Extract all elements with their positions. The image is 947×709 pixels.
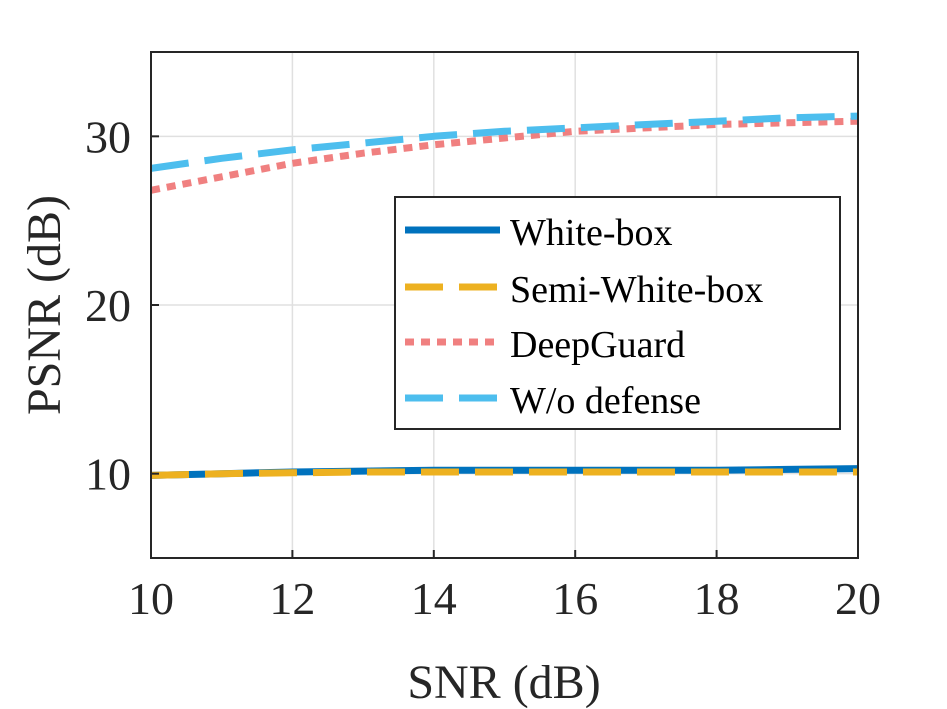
x-axis-title: SNR (dB)	[407, 656, 600, 709]
legend-label-white-box: White-box	[510, 212, 673, 254]
x-tick-label-16: 16	[552, 573, 598, 624]
y-axis-title: PSNR (dB)	[18, 195, 71, 415]
series-lines	[150, 112, 859, 479]
x-tick-label-10: 10	[128, 573, 174, 624]
x-tick-label-14: 14	[411, 573, 457, 624]
legend: White-box Semi-White-box DeepGuard W/o d…	[394, 196, 841, 430]
x-tick-label-18: 18	[694, 573, 740, 624]
series-line-1	[150, 468, 858, 479]
legend-box	[394, 196, 841, 430]
y-tick-label-10: 10	[85, 449, 131, 500]
series-line-2	[150, 117, 859, 194]
y-tick-label-30: 30	[85, 111, 131, 162]
legend-samples	[405, 226, 500, 402]
x-tick-label-20: 20	[835, 573, 881, 624]
legend-label-deepguard: DeepGuard	[510, 324, 685, 366]
series-line-3	[150, 112, 859, 172]
axis-ticks: 10 12 14 16 18 20 10 20 30	[85, 111, 881, 624]
y-tick-label-20: 20	[85, 280, 131, 331]
legend-label-semi-white-box: Semi-White-box	[510, 269, 763, 311]
x-tick-label-12: 12	[269, 573, 315, 624]
legend-label-wo-defense: W/o defense	[510, 380, 701, 422]
